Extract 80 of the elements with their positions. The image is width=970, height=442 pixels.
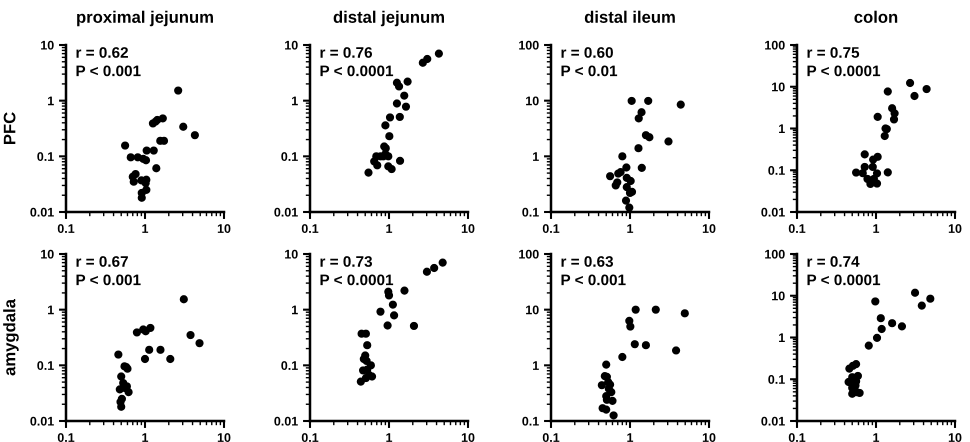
y-tick-label: 100 (765, 40, 785, 50)
annotation: P < 0.001 (76, 65, 141, 76)
y-tick-label: 0.1 (37, 361, 54, 370)
x-tick-label: 10 (948, 433, 962, 442)
y-tick-label: 1 (292, 96, 298, 106)
annotation: r = 0.60 (561, 47, 613, 58)
annotation: r = 0.67 (76, 256, 128, 267)
y-tick-label: 10 (285, 40, 298, 50)
annotation: r = 0.76 (320, 47, 372, 58)
x-tick-label: 1 (627, 433, 634, 442)
chart-title: proximal jejunum (77, 10, 213, 26)
y-tick-label: 10 (41, 40, 54, 50)
annotation: r = 0.63 (561, 256, 614, 267)
annotation: P < 0.0001 (320, 65, 394, 76)
x-tick-label: 10 (702, 433, 716, 442)
y-tick-label: 1 (292, 306, 298, 314)
x-tick-label: 10 (218, 433, 230, 442)
y-tick-label: 0.1 (768, 166, 785, 175)
y-tick-label: 1 (779, 333, 785, 342)
y-tick-label: 1 (779, 124, 785, 134)
y-tick-label: 0.1 (768, 375, 785, 384)
y-tick-label: 1 (48, 306, 54, 314)
x-tick-label: 10 (462, 433, 474, 442)
x-tick-label: 1 (386, 433, 392, 442)
x-tick-label: 0.1 (58, 433, 74, 442)
x-tick-label: 1 (873, 224, 880, 233)
y-tick-label: 10 (772, 292, 785, 300)
x-tick-label: 1 (873, 433, 880, 442)
x-tick-label: 0.1 (788, 224, 806, 233)
y-tick-label: 1 (533, 361, 539, 370)
y-tick-label: 1 (533, 152, 539, 161)
y-tick-label: 0.01 (30, 416, 54, 426)
y-axis-title: amygdala (3, 298, 19, 376)
x-tick-label: 1 (627, 224, 634, 233)
x-tick-label: 1 (142, 433, 148, 442)
annotation: P < 0.001 (562, 274, 626, 286)
annotation: r = 0.73 (320, 256, 372, 267)
annotation: P < 0.01 (562, 65, 618, 76)
y-tick-label: 100 (765, 250, 785, 259)
chart-title: distal ileum (584, 10, 675, 23)
x-tick-label: 0.1 (58, 224, 74, 233)
y-tick-label: 100 (519, 250, 539, 259)
y-tick-label: 0.01 (30, 208, 54, 217)
x-tick-label: 1 (142, 224, 148, 233)
y-tick-label: 0.1 (37, 152, 54, 161)
annotation: r = 0.75 (807, 47, 860, 58)
x-tick-label: 0.1 (542, 224, 560, 233)
y-tick-label: 0.01 (761, 208, 785, 217)
y-tick-label: 10 (41, 250, 54, 259)
y-tick-label: 10 (526, 305, 539, 314)
annotation: r = 0.62 (76, 47, 128, 58)
chart-title: distal jejunum (334, 10, 444, 26)
annotation: P < 0.0001 (320, 274, 394, 286)
y-tick-label: 0.1 (522, 416, 539, 426)
y-tick-label: 10 (285, 250, 298, 259)
annotation: P < 0.001 (76, 274, 141, 286)
y-tick-label: 0.1 (522, 208, 539, 217)
y-tick-label: 0.1 (281, 152, 298, 161)
y-tick-label: 0.01 (761, 416, 785, 426)
x-tick-label: 0.1 (302, 224, 318, 233)
x-tick-label: 0.1 (542, 433, 560, 442)
x-tick-label: 1 (386, 224, 392, 233)
y-tick-label: 1 (48, 96, 54, 106)
x-tick-label: 10 (218, 224, 230, 233)
x-tick-label: 10 (948, 224, 962, 233)
annotation: r = 0.74 (807, 256, 860, 267)
chart-title: colon (854, 10, 898, 23)
x-tick-label: 0.1 (302, 433, 318, 442)
y-tick-label: 10 (526, 96, 539, 106)
annotation: P < 0.0001 (808, 65, 880, 76)
y-tick-label: 0.1 (281, 361, 298, 370)
x-tick-label: 10 (462, 224, 474, 233)
annotation: P < 0.0001 (808, 274, 880, 286)
y-tick-label: 0.01 (274, 416, 298, 426)
x-tick-label: 10 (702, 224, 716, 233)
y-axis-title: PFC (4, 112, 16, 144)
x-tick-label: 0.1 (788, 433, 806, 442)
y-tick-label: 100 (519, 40, 539, 50)
y-tick-label: 0.01 (274, 208, 298, 217)
y-tick-label: 10 (772, 82, 785, 92)
